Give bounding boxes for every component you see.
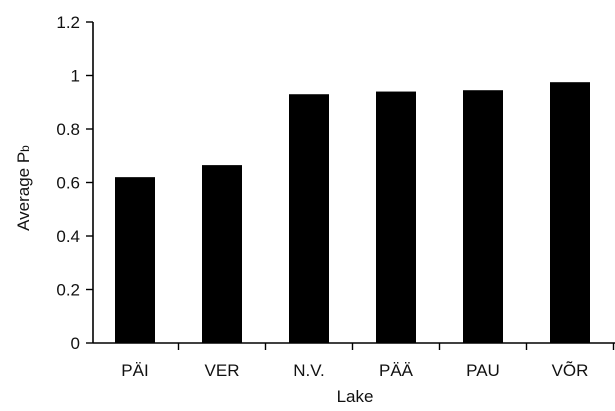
bar-4 xyxy=(463,90,503,344)
y-tick-label: 1.2 xyxy=(56,13,80,32)
bar-2 xyxy=(289,94,329,343)
y-tick-label: 0.2 xyxy=(56,281,80,300)
y-tick-label: 0.6 xyxy=(56,174,80,193)
y-ticks-group: 0 0.2 0.4 0.6 0.8 1 1.2 xyxy=(56,13,93,353)
bar-5 xyxy=(550,82,590,343)
bar-1 xyxy=(202,165,242,343)
bar-3 xyxy=(376,91,416,343)
x-tick-label: PÄÄ xyxy=(379,361,414,380)
y-axis-title: Average Pb xyxy=(14,145,33,231)
y-axis-title-subscript: b xyxy=(18,145,32,152)
x-tick-label: VER xyxy=(205,361,240,380)
x-tick-label: N.V. xyxy=(293,361,325,380)
x-axis-title: Lake xyxy=(337,387,374,406)
y-axis-title-main: Average P xyxy=(14,152,33,231)
y-tick-label: 0.4 xyxy=(56,227,80,246)
axes-group xyxy=(92,22,615,344)
y-tick-label: 0 xyxy=(71,334,80,353)
bar-0 xyxy=(115,177,155,343)
y-tick-label: 1 xyxy=(71,67,80,86)
bars-group xyxy=(115,82,590,344)
x-tick-label: VÕR xyxy=(552,361,589,380)
x-tick-label: PÄI xyxy=(121,361,148,380)
y-tick-label: 0.8 xyxy=(56,120,80,139)
x-tick-label: PAU xyxy=(466,361,500,380)
x-ticks-group: PÄI VER N.V. PÄÄ PAU VÕR xyxy=(121,343,615,380)
